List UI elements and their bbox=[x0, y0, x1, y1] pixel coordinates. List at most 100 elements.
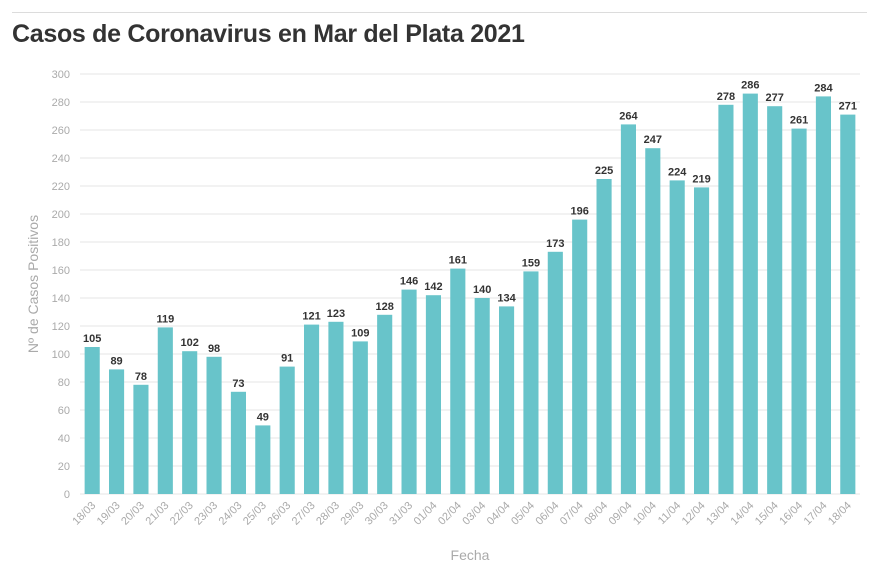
bar-value-label: 278 bbox=[717, 91, 735, 103]
x-tick-label: 09/04 bbox=[607, 500, 635, 528]
bar bbox=[182, 351, 198, 494]
bar-value-label: 261 bbox=[790, 115, 808, 127]
x-tick-label: 18/03 bbox=[70, 500, 98, 528]
y-tick-label: 280 bbox=[52, 97, 70, 109]
bar bbox=[230, 391, 246, 494]
x-tick-label: 10/04 bbox=[631, 500, 659, 528]
x-tick-label: 18/04 bbox=[826, 500, 854, 528]
bar-value-label: 123 bbox=[327, 308, 345, 320]
y-tick-label: 80 bbox=[58, 377, 70, 389]
x-tick-label: 02/04 bbox=[436, 500, 464, 528]
x-tick-label: 13/04 bbox=[704, 500, 732, 528]
bar-value-label: 161 bbox=[449, 255, 467, 267]
bar bbox=[206, 356, 222, 494]
x-tick-label: 28/03 bbox=[314, 500, 342, 528]
bar bbox=[645, 148, 661, 494]
y-tick-label: 240 bbox=[52, 153, 70, 165]
bar-value-label: 128 bbox=[376, 301, 394, 313]
bar-value-label: 196 bbox=[571, 206, 589, 218]
bar bbox=[109, 369, 125, 494]
bar bbox=[474, 298, 490, 494]
bar-value-label: 284 bbox=[814, 82, 833, 94]
chart-title: Casos de Coronavirus en Mar del Plata 20… bbox=[12, 20, 525, 48]
x-tick-label: 30/03 bbox=[363, 500, 391, 528]
y-tick-label: 120 bbox=[52, 321, 70, 333]
bar bbox=[547, 251, 563, 494]
x-axis-title: Fecha bbox=[451, 547, 490, 563]
y-tick-label: 60 bbox=[58, 405, 70, 417]
x-tick-label: 29/03 bbox=[338, 500, 366, 528]
bar-value-label: 49 bbox=[257, 411, 269, 423]
bar-value-label: 277 bbox=[766, 92, 784, 104]
x-tick-label: 19/03 bbox=[95, 500, 123, 528]
x-tick-label: 11/04 bbox=[656, 500, 683, 527]
bar-value-label: 140 bbox=[473, 284, 491, 296]
x-tick-label: 31/03 bbox=[387, 500, 415, 528]
bar-value-label: 73 bbox=[232, 378, 244, 390]
x-tick-label: 22/03 bbox=[168, 500, 196, 528]
y-tick-label: 220 bbox=[52, 181, 70, 193]
x-tick-label: 17/04 bbox=[802, 500, 830, 528]
bar bbox=[425, 295, 441, 494]
x-tick-label: 23/03 bbox=[192, 500, 220, 528]
bar bbox=[791, 128, 807, 494]
y-tick-label: 140 bbox=[52, 293, 70, 305]
bar bbox=[157, 327, 173, 494]
x-tick-label: 20/03 bbox=[119, 500, 147, 528]
bar-value-label: 146 bbox=[400, 276, 418, 288]
bar-value-label: 119 bbox=[156, 313, 174, 325]
bar-value-label: 264 bbox=[619, 110, 638, 122]
bar-value-label: 173 bbox=[546, 238, 564, 250]
y-tick-label: 300 bbox=[52, 69, 70, 81]
y-tick-label: 160 bbox=[52, 265, 70, 277]
x-tick-label: 04/04 bbox=[485, 500, 513, 528]
y-tick-label: 0 bbox=[64, 489, 70, 501]
bar-value-label: 109 bbox=[351, 327, 369, 339]
y-axis-title: Nº de Casos Positivos bbox=[25, 215, 41, 353]
y-tick-label: 180 bbox=[52, 237, 70, 249]
x-tick-label: 03/04 bbox=[460, 500, 488, 528]
bar bbox=[815, 96, 831, 495]
bar-value-label: 224 bbox=[668, 166, 687, 178]
y-tick-label: 40 bbox=[58, 433, 70, 445]
x-tick-label: 16/04 bbox=[777, 500, 805, 528]
x-tick-label: 07/04 bbox=[558, 500, 586, 528]
bar bbox=[328, 321, 344, 494]
x-tick-label: 01/04 bbox=[412, 500, 440, 528]
bar bbox=[279, 366, 295, 494]
x-tick-label: 15/04 bbox=[753, 500, 781, 528]
bar-value-label: 98 bbox=[208, 343, 220, 355]
bar bbox=[401, 289, 417, 494]
bar-value-label: 271 bbox=[839, 101, 857, 113]
bar bbox=[133, 384, 149, 494]
y-tick-label: 100 bbox=[52, 349, 70, 361]
bar-value-label: 247 bbox=[644, 134, 662, 146]
bar bbox=[718, 104, 734, 495]
bar-value-label: 134 bbox=[497, 292, 516, 304]
x-tick-label: 05/04 bbox=[509, 500, 537, 528]
bar bbox=[742, 93, 758, 494]
bar-value-label: 91 bbox=[281, 353, 293, 365]
x-tick-label: 21/03 bbox=[143, 500, 171, 528]
bar bbox=[840, 114, 856, 494]
bar-value-label: 121 bbox=[302, 311, 320, 323]
x-tick-label: 06/04 bbox=[533, 500, 561, 528]
bar-value-label: 159 bbox=[522, 257, 540, 269]
x-tick-label: 12/04 bbox=[680, 500, 708, 528]
x-tick-label: 24/03 bbox=[217, 500, 245, 528]
bar bbox=[304, 324, 320, 494]
bar-value-label: 142 bbox=[424, 281, 442, 293]
bar bbox=[450, 268, 466, 494]
bar bbox=[255, 425, 271, 494]
bar bbox=[352, 341, 368, 494]
bar-value-label: 102 bbox=[181, 337, 199, 349]
bar-value-label: 78 bbox=[135, 371, 147, 383]
x-tick-label: 26/03 bbox=[265, 500, 293, 528]
y-tick-label: 200 bbox=[52, 209, 70, 221]
x-tick-label: 27/03 bbox=[290, 500, 318, 528]
bar bbox=[523, 271, 539, 494]
bar bbox=[572, 219, 588, 494]
x-tick-label: 08/04 bbox=[582, 500, 610, 528]
bar-value-label: 89 bbox=[110, 355, 122, 367]
bar-value-label: 105 bbox=[83, 333, 101, 345]
